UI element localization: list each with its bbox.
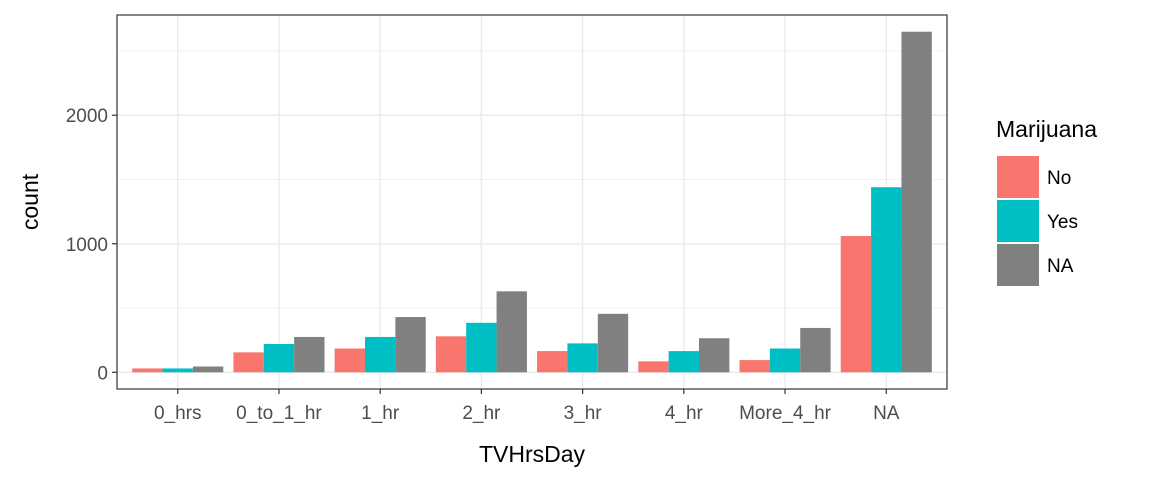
legend-label: NA [1047,256,1074,277]
bar [364,336,396,373]
bar [597,313,629,373]
y-axis-title: count [17,173,43,230]
plot-border [116,14,948,390]
legend-label: Yes [1047,212,1078,233]
x-axis-title: TVHrsDay [479,441,586,467]
bar [668,351,700,373]
x-tick-label: 1_hr [361,403,400,424]
grid-minor [117,50,947,309]
bar [435,336,467,373]
bar [638,361,669,373]
bar [192,366,224,373]
bar [840,236,872,373]
x-axis: 0_hrs 0_to_1_hr 1_hr 2_hr 3_hr 4_hr More_4_hr N… [154,389,900,424]
bar [263,344,295,373]
x-tick-label: 0_to_1_hr [236,403,322,424]
bar [132,368,163,373]
x-tick-label: NA [873,403,900,424]
bar [901,31,932,373]
bar [769,348,801,373]
x-tick-label: 3_hr [564,403,603,424]
bar [699,338,730,373]
x-tick-label: 0_hrs [154,403,202,424]
bar [567,343,598,373]
bar [739,360,770,373]
plot-panel [117,15,947,389]
bar [294,336,325,373]
x-tick-label: 2_hr [462,403,501,424]
bar [871,187,902,373]
y-tick-label: 0 [97,363,108,384]
bar [395,317,426,373]
legend: Marijuana No Yes NA [996,116,1097,286]
bar [334,348,365,373]
y-axis: 0 1000 2000 [66,106,117,384]
legend-title: Marijuana [996,116,1097,142]
bar [233,352,264,373]
y-tick-label: 1000 [66,235,108,256]
legend-key [997,244,1039,286]
bar [800,327,831,373]
bar [537,351,568,373]
legend-key [997,200,1039,242]
bars [132,31,932,373]
legend-label: No [1047,168,1071,189]
x-tick-label: 4_hr [665,403,704,424]
legend-key [997,156,1039,198]
y-tick-label: 2000 [66,106,108,127]
bar [162,368,193,373]
x-tick-label: More_4_hr [739,403,832,424]
bar [466,322,497,373]
bar [496,291,527,373]
